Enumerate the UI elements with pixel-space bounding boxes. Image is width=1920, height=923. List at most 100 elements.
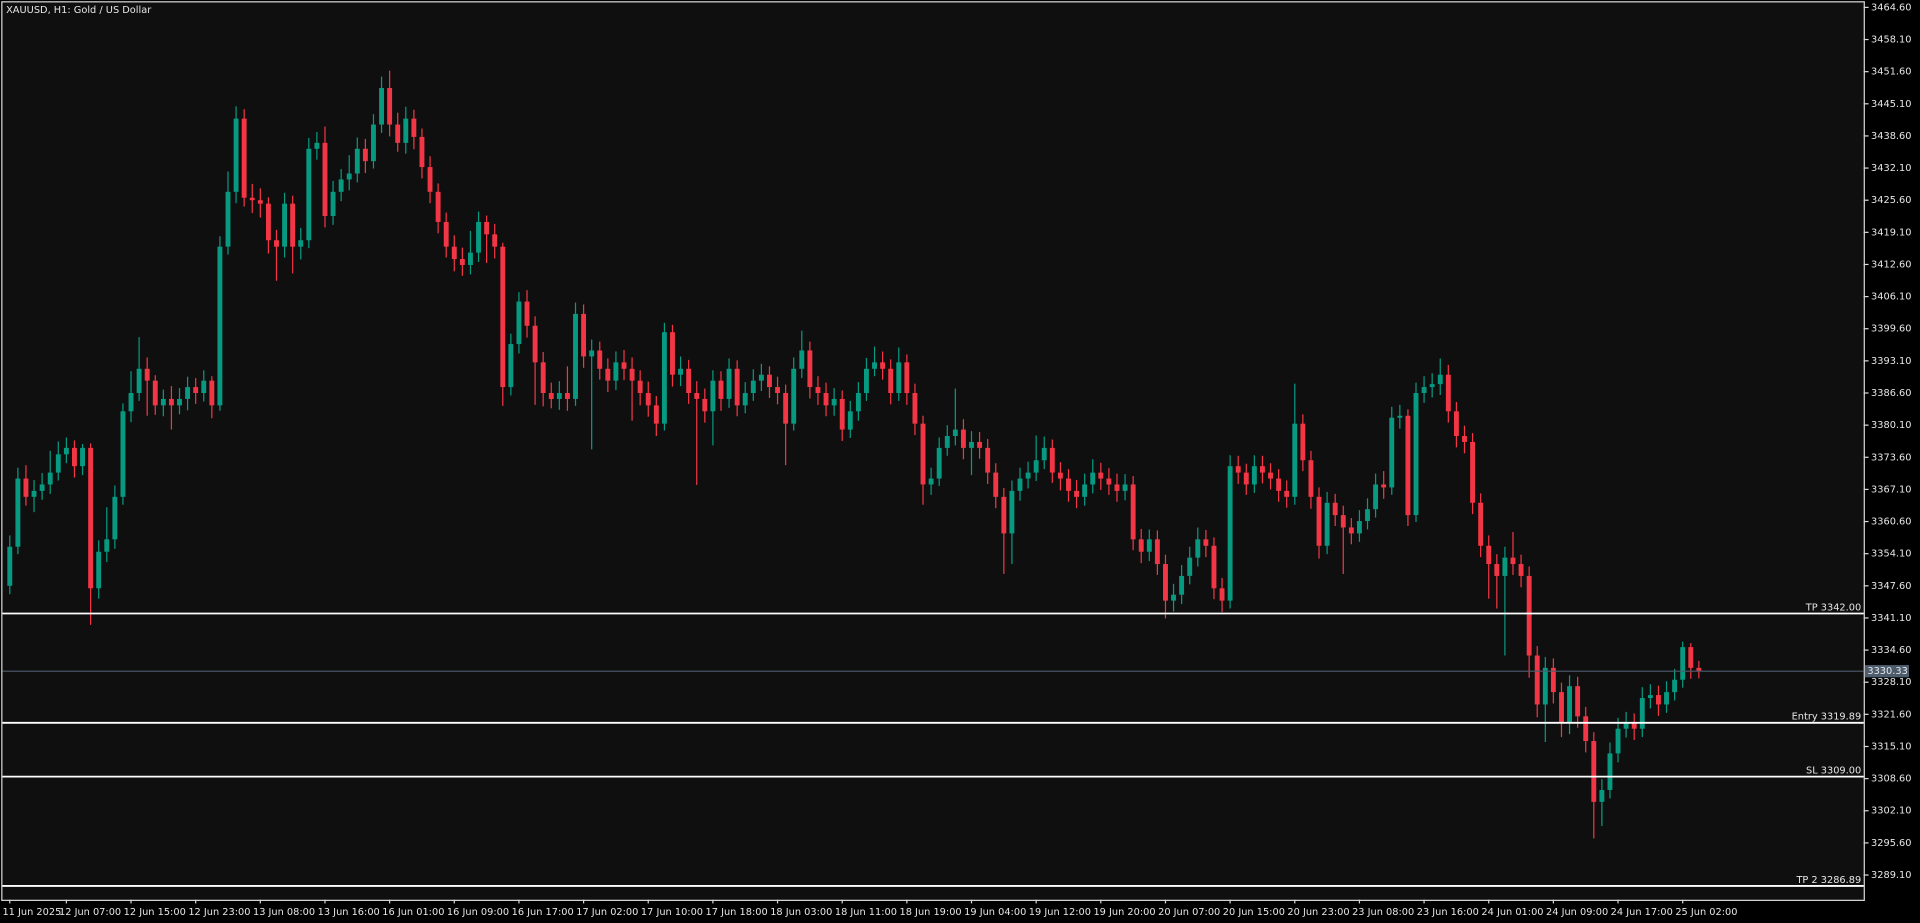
candle-body	[791, 368, 797, 424]
y-tick-label: 3419.10	[1871, 227, 1911, 238]
candle-body	[573, 313, 578, 399]
candle-body	[653, 405, 659, 424]
candle-body	[241, 118, 247, 198]
candle-body	[144, 368, 150, 381]
x-tick-label: 19 Jun 04:00	[964, 907, 1026, 918]
x-tick-label: 18 Jun 03:00	[770, 907, 832, 918]
candle-body	[1373, 484, 1379, 510]
candle-body	[872, 362, 877, 369]
candle-body	[1607, 753, 1613, 790]
candle-body	[1235, 466, 1241, 473]
candle-body	[282, 203, 288, 247]
candle-body	[1082, 484, 1088, 497]
x-tick-label: 12 Jun 07:00	[59, 907, 121, 918]
y-tick-label: 3347.60	[1871, 581, 1911, 592]
candle-body	[1163, 564, 1168, 601]
candle-body	[104, 539, 110, 552]
candle-body	[387, 87, 393, 125]
x-tick-label: 13 Jun 08:00	[253, 907, 315, 918]
candle-body	[435, 191, 441, 222]
candle-body	[1276, 478, 1282, 491]
y-tick-label: 3393.10	[1871, 356, 1911, 367]
candle-body	[1405, 415, 1411, 516]
candle-body	[201, 380, 207, 394]
candle-body	[1567, 686, 1572, 723]
candle-body	[1001, 496, 1007, 534]
candle-body	[1365, 509, 1370, 522]
y-tick-label: 3354.10	[1871, 549, 1911, 560]
candle-body	[1664, 692, 1669, 705]
candle-body	[1009, 490, 1015, 534]
candle-body	[1494, 564, 1500, 576]
candle-body	[864, 368, 869, 394]
candle-body	[379, 87, 384, 125]
candle-body	[1656, 695, 1661, 705]
y-tick-label: 3412.60	[1871, 259, 1911, 270]
candle-body	[1688, 647, 1694, 668]
candle-body	[1639, 698, 1645, 729]
candle-body	[581, 313, 587, 357]
candle-body	[468, 252, 473, 265]
candle-body	[1680, 647, 1686, 680]
candle-body	[136, 368, 142, 394]
candle-body	[427, 167, 433, 192]
candle-body	[556, 393, 562, 399]
x-tick-label: 19 Jun 12:00	[1029, 907, 1091, 918]
candle-body	[177, 398, 182, 406]
candle-body	[1195, 539, 1201, 558]
candle-body	[1066, 478, 1071, 491]
candle-body	[1251, 466, 1257, 485]
candle-body	[1486, 545, 1492, 565]
candle-body	[120, 411, 126, 497]
candle-body	[1187, 557, 1193, 576]
candle-body	[1260, 466, 1265, 473]
x-tick-label: 11 Jun 2025	[2, 907, 61, 918]
y-tick-label: 3295.60	[1871, 838, 1911, 849]
candle-body	[960, 429, 966, 448]
y-tick-label: 3380.10	[1871, 420, 1911, 431]
candle-body	[508, 344, 514, 388]
candle-body	[1049, 447, 1055, 473]
candle-body	[936, 447, 942, 479]
y-tick-label: 3373.60	[1871, 452, 1911, 463]
candle-body	[1583, 716, 1589, 742]
candle-body	[185, 387, 191, 399]
candle-body	[686, 368, 692, 394]
candle-body	[112, 496, 118, 540]
y-tick-label: 3328.10	[1871, 677, 1911, 688]
candle-body	[314, 142, 320, 149]
candle-body	[767, 374, 772, 388]
candle-body	[476, 221, 481, 253]
plot	[7, 70, 1702, 839]
candle-body	[799, 350, 805, 369]
candle-body	[1340, 515, 1346, 528]
level-label: SL 3309.00	[1806, 766, 1861, 777]
candle-body	[346, 173, 352, 180]
candle-body	[1534, 655, 1540, 705]
candle-body	[1300, 423, 1306, 461]
x-tick-label: 24 Jun 01:00	[1481, 907, 1543, 918]
candle-body	[371, 124, 376, 162]
candle-body	[1591, 741, 1597, 802]
candle-body	[831, 398, 837, 406]
candle-body	[912, 393, 918, 424]
candle-body	[750, 380, 756, 394]
candle-body	[605, 368, 611, 381]
candle-body	[1017, 478, 1023, 491]
current-price-label: 3330.33	[1867, 666, 1907, 677]
candle-body	[1130, 484, 1136, 540]
candle-body	[1292, 423, 1298, 497]
candle-body	[702, 398, 708, 412]
candle-body	[896, 362, 902, 394]
candle-body	[1057, 472, 1063, 479]
candle-body	[613, 362, 619, 381]
candle-body	[411, 118, 417, 137]
candle-body	[1090, 472, 1096, 485]
x-tick-label: 20 Jun 23:00	[1287, 907, 1349, 918]
candle-body	[1510, 557, 1516, 565]
y-tick-label: 3315.10	[1871, 741, 1911, 752]
candle-body	[1308, 460, 1314, 497]
candle-body	[1421, 387, 1427, 394]
candle-body	[152, 380, 158, 406]
